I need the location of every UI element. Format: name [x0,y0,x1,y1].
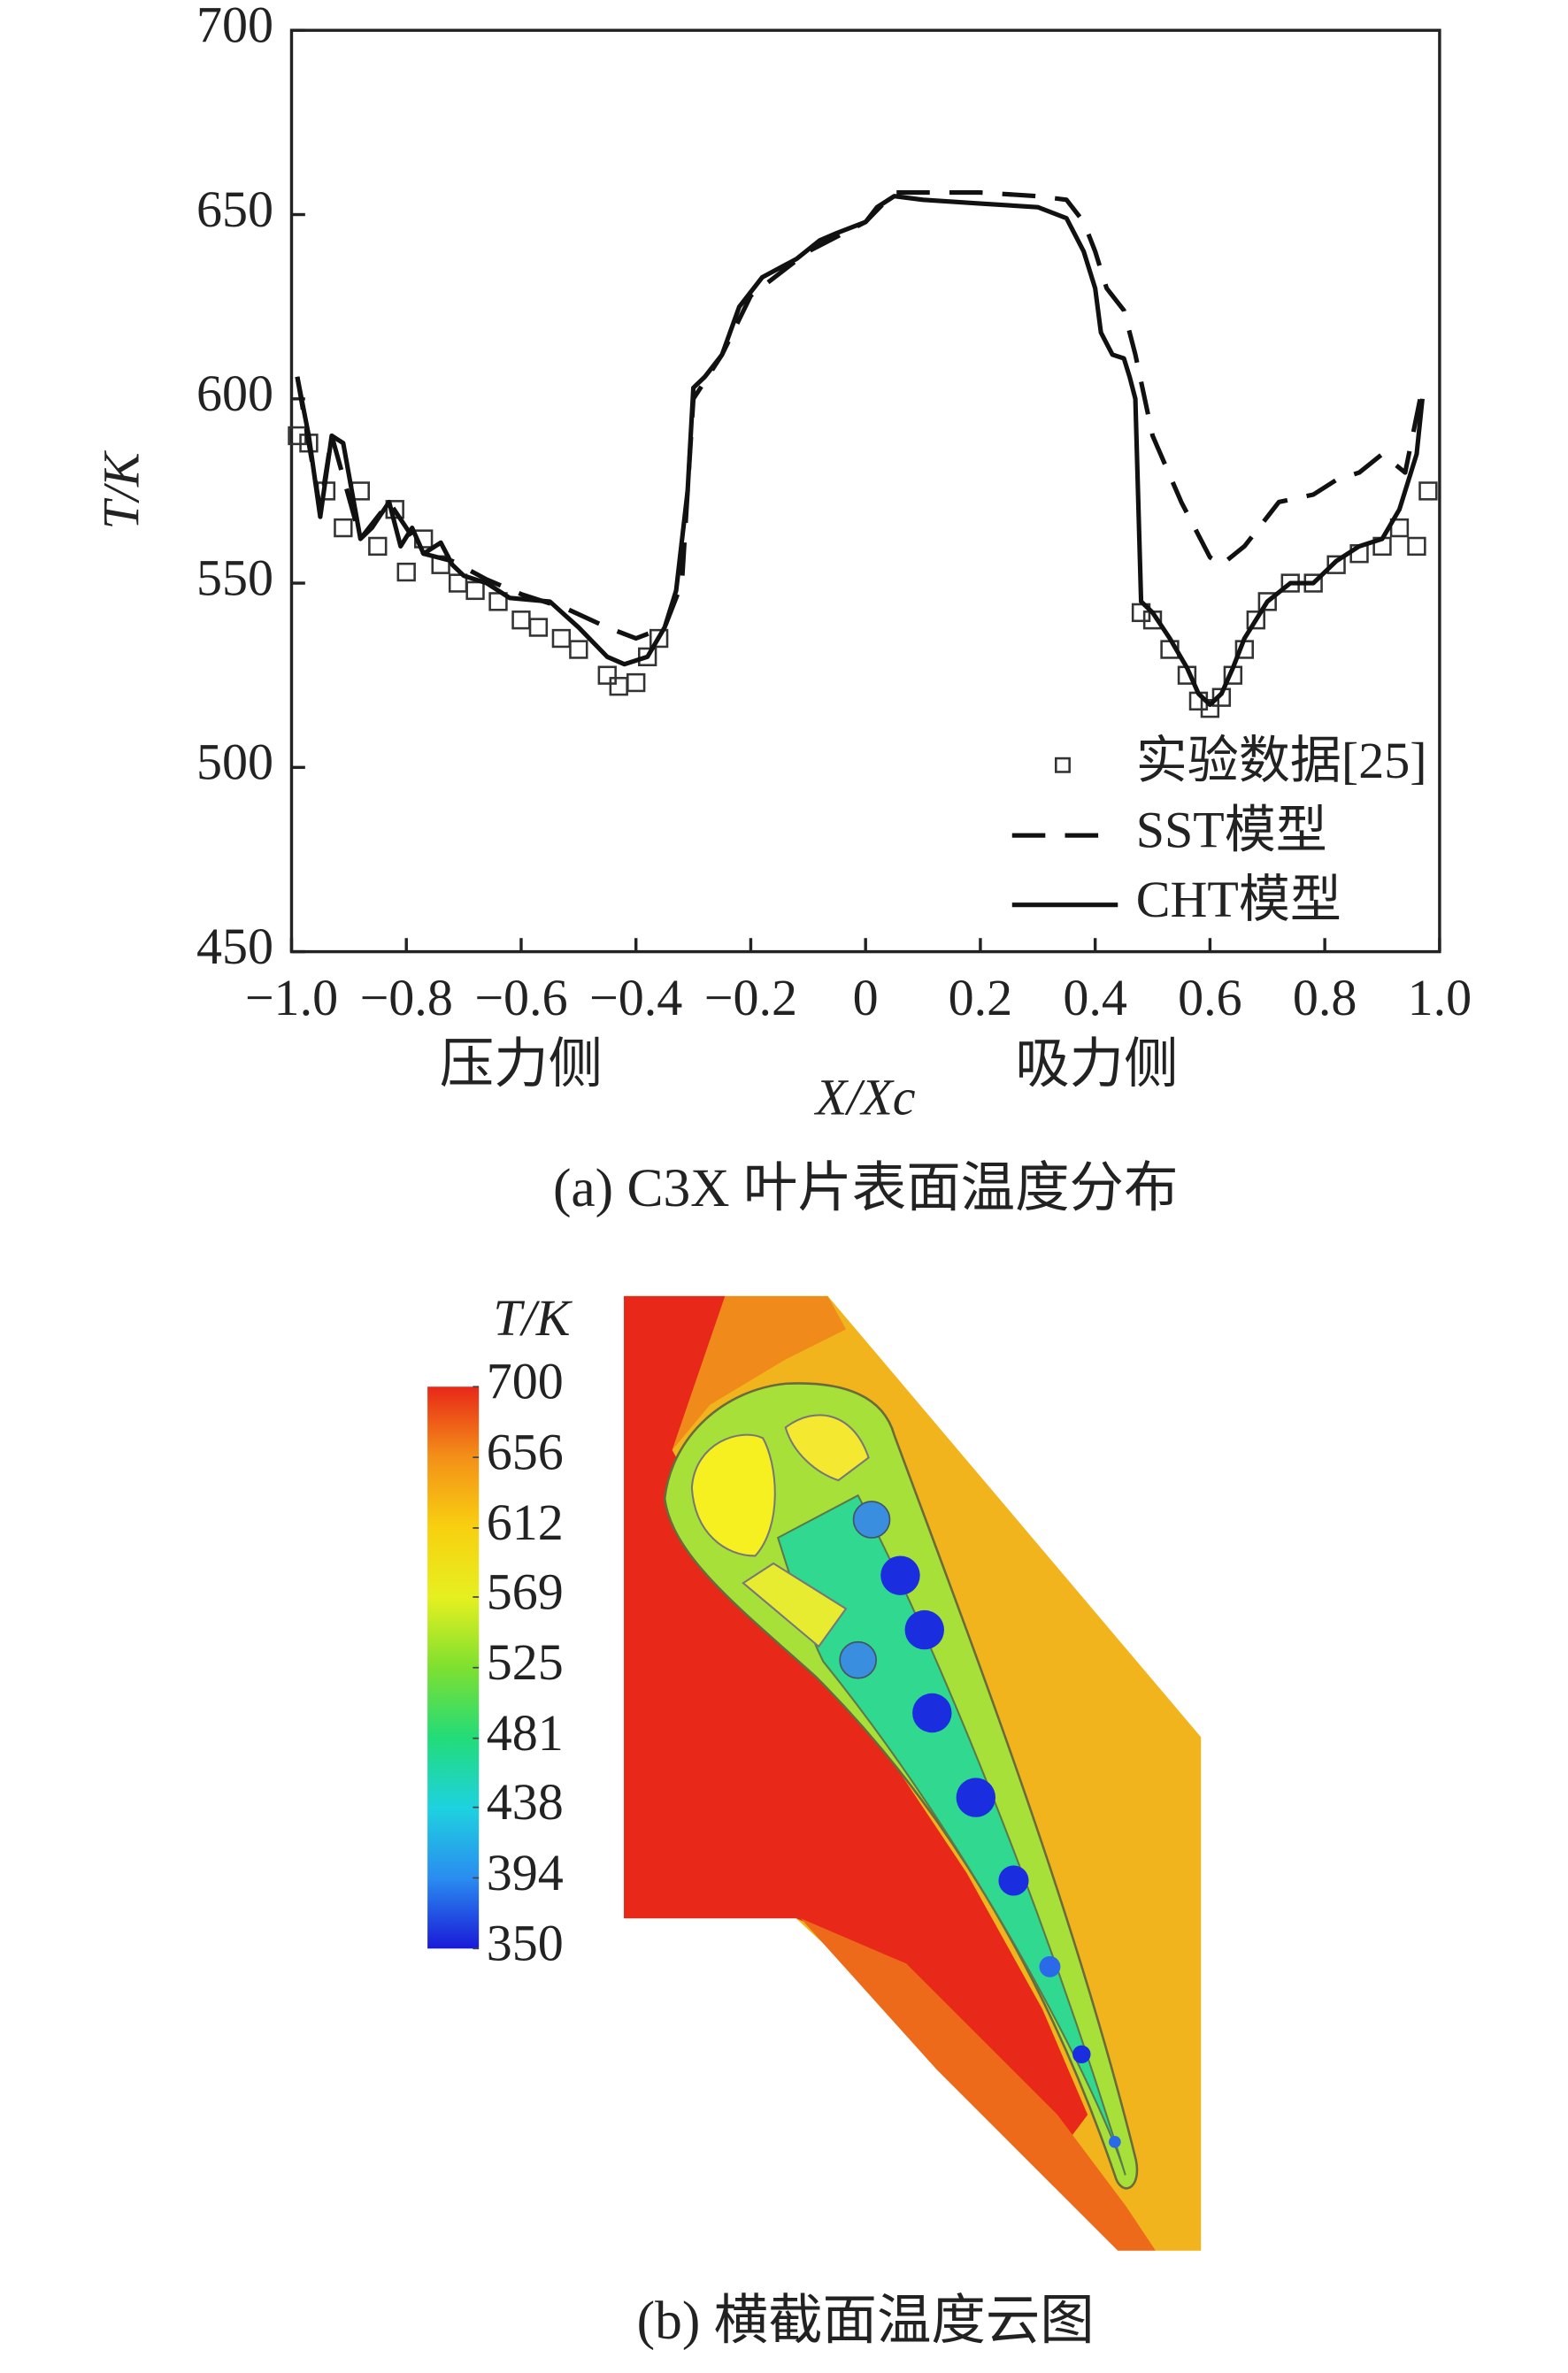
data-point [649,628,669,649]
cooling-hole [1039,1955,1061,1978]
series-line [295,190,1425,641]
legend-label: CHT模型 [1136,871,1341,928]
x-tick-label: 0.6 [1178,969,1242,1026]
y-axis-label: T/K [93,449,150,529]
cavity [690,1433,776,1557]
x-tick-label: −0.8 [360,969,453,1026]
data-point [1200,699,1220,718]
data-point [1326,555,1346,574]
cooling-hole [904,1609,944,1650]
data-point [396,562,416,582]
caption: (b) 横截面温度云图 [637,2291,1095,2351]
caption: (a) C3X 叶片表面温度分布 [553,1158,1178,1218]
data-point [626,672,646,693]
x-tick-label: −0.2 [704,969,797,1026]
data-point [609,677,628,696]
colorbar-tick-label: 350 [487,1915,564,1972]
x-tick-label: 1.0 [1408,969,1472,1026]
cooling-hole [912,1693,952,1733]
cooling-hole [998,1865,1029,1896]
contour-plot [624,1295,1202,2251]
colorbar-tick-label: 612 [487,1494,564,1551]
cooling-hole [839,1640,877,1679]
cooling-hole [852,1501,891,1539]
data-point [334,518,353,538]
data-point [1246,611,1265,630]
data-point [551,628,572,649]
annotation: 压力侧 [440,1034,603,1094]
data-point [488,592,508,611]
x-axis-label: X/Xc [814,1069,916,1126]
x-tick-label: 0.4 [1063,969,1127,1026]
x-tick-label: −0.6 [474,969,567,1026]
data-point [597,665,617,685]
x-tick-label: 0 [853,969,879,1026]
cooling-hole [1072,2045,1091,2064]
annotation: 吸力侧 [1015,1034,1178,1094]
series-line [295,194,1425,708]
colorbar-tick-label: 481 [487,1704,564,1762]
data-point [368,536,388,557]
colorbar-tick-label: 438 [487,1773,564,1831]
colorbar-tick-label: 394 [487,1844,564,1901]
cooling-hole [1109,2135,1121,2148]
data-point [638,647,657,667]
colorbar-tick-label: 569 [487,1563,564,1620]
legend-label: SST模型 [1136,801,1327,858]
cooling-hole [880,1555,920,1595]
legend-label: 实验数据[25] [1136,732,1427,789]
colorbar-tick-label: 656 [487,1423,564,1480]
warm-region [672,1295,846,1450]
y-tick-label: 550 [196,549,273,606]
cavity [742,1562,848,1648]
cooling-hole [956,1778,995,1817]
x-tick-label: 0.2 [949,969,1013,1026]
y-tick-label: 450 [196,918,273,975]
data-point [511,611,531,630]
x-tick-label: 0.8 [1293,969,1357,1026]
data-point [1407,536,1426,557]
legend-marker [1055,756,1071,773]
colorbar-label: T/K [493,1289,573,1347]
warm-region [800,1918,1156,2251]
x-tick-label: −0.4 [589,969,682,1026]
colorbar-tick-label: 700 [487,1353,564,1410]
plot-frame [289,28,1441,954]
cavity [784,1414,870,1482]
data-point [1257,592,1277,611]
y-tick-label: 650 [196,180,273,238]
x-tick-label: −1.0 [245,969,338,1026]
data-point [465,580,485,601]
data-point [528,618,549,637]
colorbar [427,1386,480,1949]
data-point [569,640,588,659]
y-tick-label: 600 [196,365,273,422]
y-tick-label: 700 [196,0,273,54]
colorbar-tick-label: 525 [487,1633,564,1691]
y-tick-label: 500 [196,733,273,791]
data-point [1418,481,1438,501]
